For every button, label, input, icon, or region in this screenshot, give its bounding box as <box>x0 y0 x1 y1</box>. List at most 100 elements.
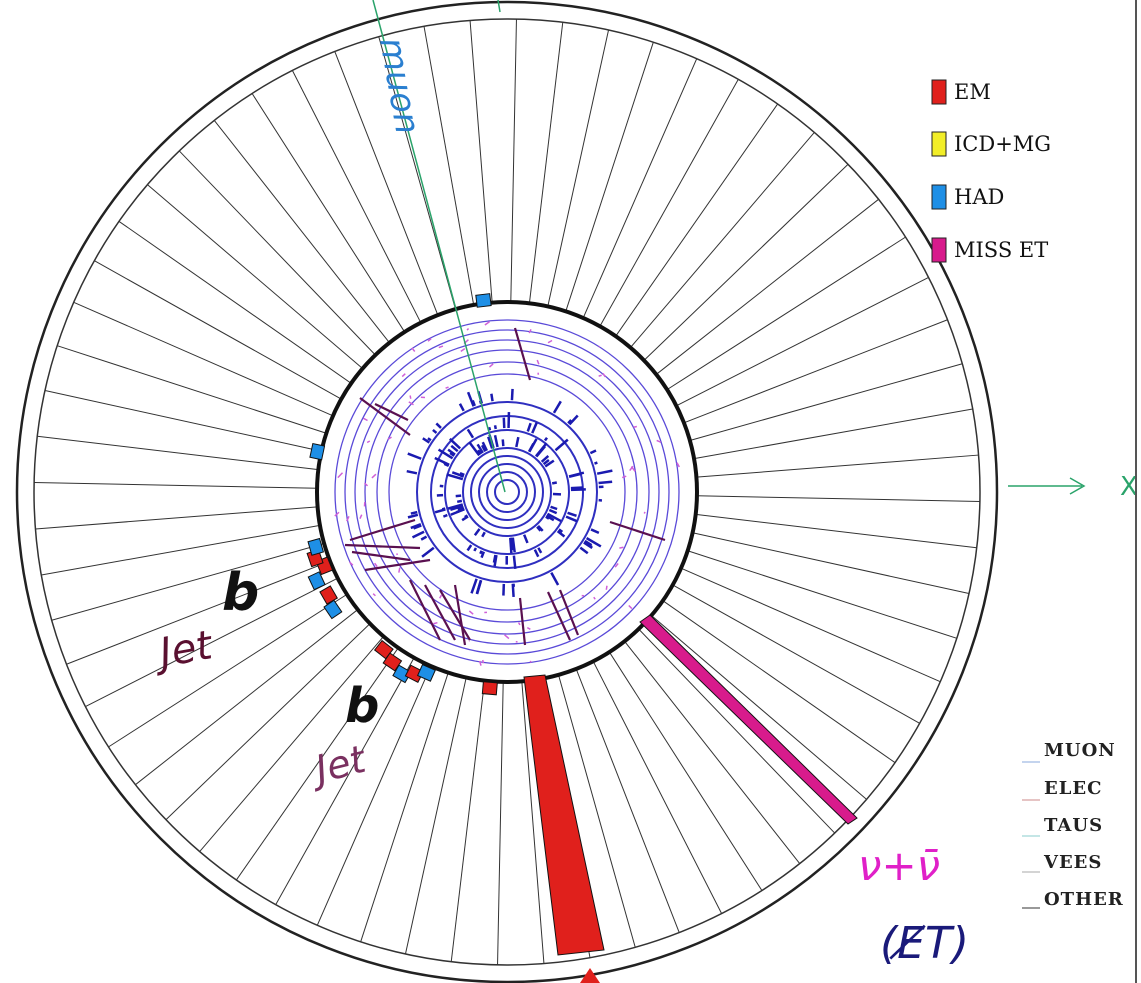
track-hit <box>570 486 584 490</box>
noise-hit <box>528 329 532 334</box>
jet-track <box>547 591 571 641</box>
em-deposit <box>481 681 498 696</box>
noise-hit <box>408 401 414 406</box>
noise-hit <box>526 626 531 630</box>
track-hit <box>456 507 465 514</box>
track-hit <box>596 469 613 475</box>
track-hit <box>407 452 422 460</box>
track-hit <box>579 546 589 555</box>
track-hit <box>533 549 540 558</box>
segment-line <box>41 524 321 576</box>
segment-line <box>275 657 415 905</box>
track-hit <box>458 403 465 412</box>
track-hit <box>457 506 465 511</box>
track-hit <box>548 508 558 515</box>
jet-track <box>513 327 532 381</box>
segment-line <box>404 677 467 955</box>
jet-track <box>609 520 666 542</box>
track-ring <box>376 361 638 623</box>
noise-hit <box>547 339 553 344</box>
track-hit <box>585 537 602 548</box>
segment-line <box>662 600 896 764</box>
track-ring <box>354 339 660 645</box>
segment-line <box>135 609 359 786</box>
segment-line <box>108 593 348 748</box>
muon-annotation: muon <box>371 35 427 138</box>
track-ring <box>470 455 544 529</box>
track-hit <box>543 436 548 442</box>
track-hit <box>511 537 516 553</box>
particle-list: MUON ELEC TAUS VEES OTHER <box>1022 740 1123 910</box>
jet-track <box>424 584 456 641</box>
had-deposit <box>475 293 492 308</box>
segment-line <box>695 513 977 549</box>
segment-line <box>696 495 980 502</box>
segment-line <box>73 301 334 417</box>
energy-deposits <box>306 293 498 696</box>
jet-track <box>558 589 580 636</box>
noise-hit <box>488 363 494 368</box>
tracking-hits <box>334 321 680 666</box>
x-axis-label: X <box>1120 472 1138 502</box>
track-hit <box>468 441 481 457</box>
jet-track <box>518 597 527 646</box>
jet-track <box>439 589 471 641</box>
segment-line <box>423 26 475 306</box>
segment-line <box>696 454 979 478</box>
segment-line <box>565 42 654 312</box>
em-tower-large <box>523 674 605 956</box>
segment-line <box>575 668 680 933</box>
noise-hit <box>371 473 377 479</box>
jet-track <box>409 579 441 641</box>
track-hit <box>567 511 577 518</box>
track-hit <box>558 528 564 533</box>
track-hit <box>451 471 465 478</box>
x-axis-arrowhead <box>1069 477 1086 495</box>
inner-detector-boundary <box>315 300 699 684</box>
segment-line <box>469 20 493 303</box>
noise-hit <box>364 482 369 487</box>
noise-hit <box>346 515 350 522</box>
track-hit <box>526 422 532 432</box>
track-hit <box>420 535 428 541</box>
legend-label-miss-et: MISS ET <box>954 238 1048 262</box>
track-hit <box>550 505 558 511</box>
bottom-marker <box>580 968 600 983</box>
segment-line <box>178 150 376 356</box>
noise-hit <box>602 372 606 378</box>
muon-track-tail <box>497 0 501 13</box>
track-hit <box>481 441 488 452</box>
missing-et-bar <box>639 614 858 825</box>
label-elec: ELEC <box>1044 778 1102 799</box>
segment-line <box>630 132 815 348</box>
segment-line <box>666 236 906 391</box>
noise-hit <box>372 593 376 597</box>
track-hit <box>411 530 425 539</box>
noise-hit <box>460 347 466 352</box>
noise-hit <box>619 546 624 549</box>
track-hit <box>473 528 481 537</box>
jet-track <box>349 518 416 542</box>
segment-line <box>521 681 545 964</box>
track-ring <box>364 349 650 635</box>
segment-line <box>608 651 763 891</box>
segment-line <box>37 435 319 471</box>
tracking-rings <box>334 319 680 665</box>
segment-line <box>251 93 406 333</box>
calorimeter-segments <box>34 19 980 965</box>
track-hit <box>432 428 438 434</box>
track-hit <box>493 425 497 430</box>
noise-hit <box>438 345 444 349</box>
track-hit <box>466 428 475 439</box>
track-hit <box>531 422 538 434</box>
muon-track <box>372 0 506 493</box>
jet-track <box>364 558 431 572</box>
track-hit <box>567 419 573 425</box>
track-hit <box>422 437 431 444</box>
track-hit <box>501 439 505 447</box>
noise-hit <box>334 511 340 517</box>
noise-hit <box>359 514 363 520</box>
track-hit <box>554 438 569 452</box>
legend-swatch-had <box>931 184 947 210</box>
noise-hit <box>536 359 540 365</box>
